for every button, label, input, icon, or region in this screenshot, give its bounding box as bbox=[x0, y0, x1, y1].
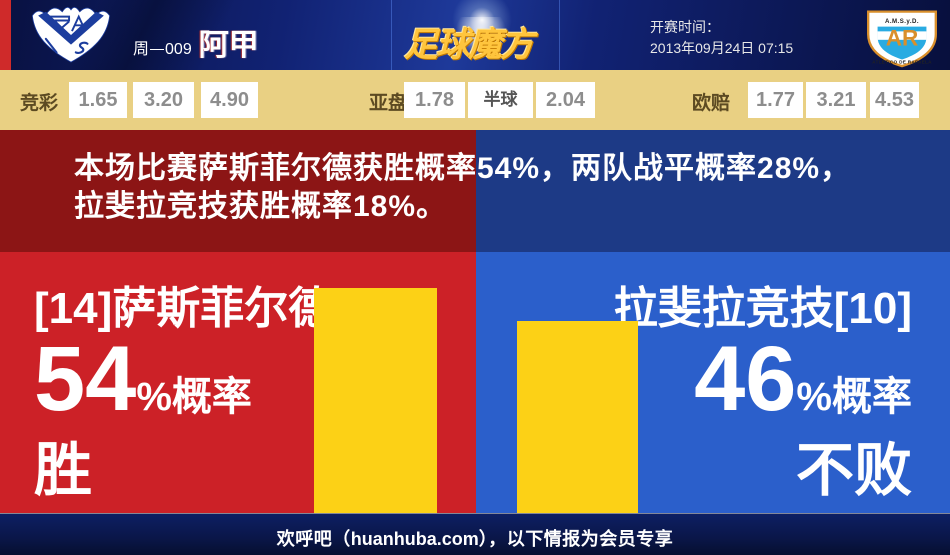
svg-text:A.M.S.y.D.: A.M.S.y.D. bbox=[885, 18, 919, 25]
svg-text:AR: AR bbox=[886, 25, 919, 50]
svg-text:ATLETICO DE RAFAELA: ATLETICO DE RAFAELA bbox=[872, 59, 932, 64]
